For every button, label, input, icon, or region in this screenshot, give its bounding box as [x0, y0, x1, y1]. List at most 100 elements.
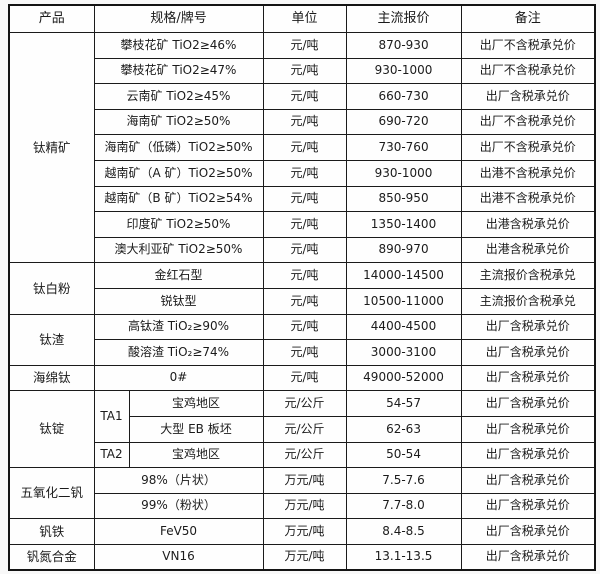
price-cell: 930-1000: [345, 159, 462, 187]
remark-cell: 主流报价含税承兑: [460, 262, 596, 289]
price-cell: 730-760: [345, 134, 462, 161]
remark-cell: 主流报价含税承兑: [460, 287, 596, 315]
spec-cell: 云南矿 TiO2≥45%: [93, 83, 264, 110]
remark-cell: 出厂含税承兑价: [460, 543, 596, 571]
unit-cell: 万元/吨: [262, 543, 347, 571]
unit-cell: 元/吨: [262, 32, 347, 59]
price-cell: 4400-4500: [345, 313, 462, 341]
product-cell: 钛精矿: [8, 31, 95, 264]
spec-cell: 攀枝花矿 TiO2≥46%: [93, 32, 264, 59]
unit-cell: 元/公斤: [262, 390, 347, 417]
price-cell: 660-730: [345, 83, 462, 110]
remark-cell: 出厂含税承兑价: [460, 364, 596, 392]
spec-cell: 越南矿（A 矿）TiO2≥50%: [93, 159, 264, 187]
remark-cell: 出港含税承兑价: [460, 236, 596, 264]
remark-cell: 出厂含税承兑价: [460, 339, 596, 366]
header-unit: 单位: [262, 4, 347, 33]
spec-cell: 0#: [93, 364, 264, 392]
price-table-container: 产品 规格/牌号 单位 主流报价 备注 钛精矿 攀枝花矿 TiO2≥46% 元/…: [8, 4, 597, 571]
price-cell: 1350-1400: [345, 211, 462, 238]
remark-cell: 出厂含税承兑价: [460, 467, 596, 494]
table-row: 钒氮合金 VN16 万元/吨 13.1-13.5 出厂含税承兑价: [8, 543, 596, 571]
price-cell: 54-57: [345, 390, 462, 417]
price-cell: 930-1000: [345, 57, 462, 85]
spec-cell: 98%（片状）: [93, 467, 264, 494]
unit-cell: 元/公斤: [262, 441, 347, 469]
spec-cell: 大型 EB 板坯: [128, 415, 264, 443]
unit-cell: 元/吨: [262, 83, 347, 110]
table-row: 越南矿（A 矿）TiO2≥50% 元/吨 930-1000 出港不含税承兑价: [9, 159, 596, 187]
product-cell: 钒氮合金: [8, 543, 95, 571]
remark-cell: 出厂含税承兑价: [460, 390, 596, 417]
table-row: 钛精矿 攀枝花矿 TiO2≥46% 元/吨 870-930 出厂不含税承兑价: [8, 31, 596, 264]
table-row: 澳大利亚矿 TiO2≥50% 元/吨 890-970 出港含税承兑价: [9, 236, 596, 264]
unit-cell: 元/吨: [262, 236, 347, 264]
remark-cell: 出厂含税承兑价: [460, 83, 596, 110]
remark-cell: 出厂含税承兑价: [460, 492, 596, 520]
table-row: 云南矿 TiO2≥45% 元/吨 660-730 出厂含税承兑价: [9, 83, 596, 110]
product-cell: 钛渣: [8, 313, 95, 366]
unit-cell: 万元/吨: [262, 492, 347, 520]
unit-cell: 元/吨: [262, 339, 347, 366]
price-cell: 890-970: [345, 236, 462, 264]
remark-cell: 出厂含税承兑价: [460, 441, 596, 469]
remark-cell: 出厂含税承兑价: [460, 415, 596, 443]
price-cell: 62-63: [345, 415, 462, 443]
spec-cell: 金红石型: [93, 262, 264, 289]
table-row: 攀枝花矿 TiO2≥47% 元/吨 930-1000 出厂不含税承兑价: [9, 57, 596, 85]
unit-cell: 元/吨: [262, 159, 347, 187]
table-row: 海南矿 TiO2≥50% 元/吨 690-720 出厂不含税承兑价: [9, 108, 596, 136]
spec-cell: 酸溶渣 TiO₂≥74%: [93, 339, 264, 366]
spec-cell: 99%（粉状）: [93, 492, 264, 520]
spec-cell: 高钛渣 TiO₂≥90%: [93, 313, 264, 341]
price-cell: 7.5-7.6: [345, 467, 462, 494]
price-cell: 50-54: [345, 441, 462, 469]
header-spec: 规格/牌号: [93, 4, 264, 33]
table-row: 锐钛型 元/吨 10500-11000 主流报价含税承兑: [9, 287, 596, 315]
product-cell: 钛白粉: [8, 262, 95, 315]
unit-cell: 元/吨: [262, 313, 347, 341]
spec-cell: VN16: [93, 543, 264, 571]
table-row: 印度矿 TiO2≥50% 元/吨 1350-1400 出港含税承兑价: [9, 211, 596, 238]
header-price: 主流报价: [345, 4, 462, 33]
price-cell: 870-930: [345, 32, 462, 59]
table-row: 海绵钛 0# 元/吨 49000-52000 出厂含税承兑价: [8, 364, 596, 392]
price-cell: 690-720: [345, 108, 462, 136]
remark-cell: 出厂不含税承兑价: [460, 32, 596, 59]
unit-cell: 万元/吨: [262, 518, 347, 545]
remark-cell: 出厂含税承兑价: [460, 313, 596, 341]
spec-cell: 海南矿（低磷）TiO2≥50%: [93, 134, 264, 161]
unit-cell: 元/吨: [262, 185, 347, 213]
unit-cell: 元/吨: [262, 134, 347, 161]
table-row: 大型 EB 板坯 元/公斤 62-63 出厂含税承兑价: [9, 415, 596, 443]
remark-cell: 出厂不含税承兑价: [460, 134, 596, 161]
unit-cell: 万元/吨: [262, 467, 347, 494]
spec-cell: 澳大利亚矿 TiO2≥50%: [93, 236, 264, 264]
table-row: 五氧化二钒 98%（片状） 万元/吨 7.5-7.6 出厂含税承兑价: [8, 467, 596, 520]
remark-cell: 出厂不含税承兑价: [460, 108, 596, 136]
product-cell: 钛锭: [8, 390, 95, 469]
table-row: 钛白粉 金红石型 元/吨 14000-14500 主流报价含税承兑: [8, 262, 596, 315]
remark-cell: 出厂不含税承兑价: [460, 57, 596, 85]
remark-cell: 出港含税承兑价: [460, 211, 596, 238]
spec-cell: 越南矿（B 矿）TiO2≥54%: [93, 185, 264, 213]
unit-cell: 元/吨: [262, 287, 347, 315]
header-product: 产品: [8, 4, 95, 33]
unit-cell: 元/吨: [262, 262, 347, 289]
table-row: 海南矿（低磷）TiO2≥50% 元/吨 730-760 出厂不含税承兑价: [9, 134, 596, 161]
ta-grade-cell: TA1: [93, 390, 130, 443]
price-cell: 49000-52000: [345, 364, 462, 392]
price-table: 产品 规格/牌号 单位 主流报价 备注 钛精矿 攀枝花矿 TiO2≥46% 元/…: [8, 4, 597, 571]
price-cell: 7.7-8.0: [345, 492, 462, 520]
spec-cell: 宝鸡地区: [128, 390, 264, 417]
ta-grade-cell: TA2: [93, 441, 130, 469]
unit-cell: 元/公斤: [262, 415, 347, 443]
table-row: 钒铁 FeV50 万元/吨 8.4-8.5 出厂含税承兑价: [8, 518, 596, 545]
price-cell: 8.4-8.5: [345, 518, 462, 545]
product-cell: 五氧化二钒: [8, 467, 95, 520]
product-cell: 钒铁: [8, 518, 95, 545]
product-cell: 海绵钛: [8, 364, 95, 392]
unit-cell: 元/吨: [262, 108, 347, 136]
remark-cell: 出厂含税承兑价: [460, 518, 596, 545]
spec-cell: 攀枝花矿 TiO2≥47%: [93, 57, 264, 85]
